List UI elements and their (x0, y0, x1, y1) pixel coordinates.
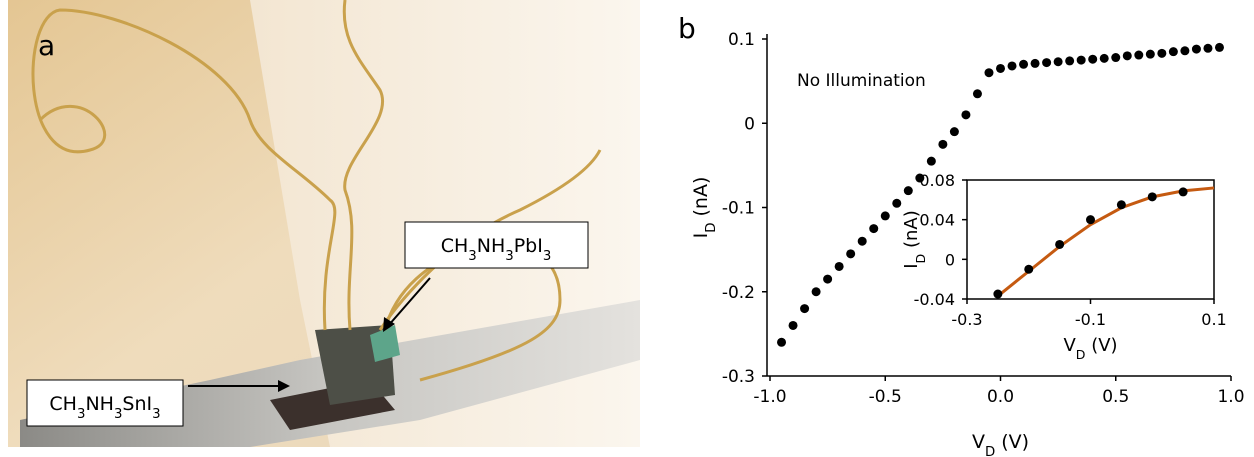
y-axis-label: ID (nA) (901, 210, 928, 269)
data-point (1007, 61, 1017, 71)
y-tick-label: 0 (744, 114, 755, 134)
x-tick-label: -1.0 (753, 387, 786, 407)
y-tick-label: -0.04 (914, 290, 955, 309)
data-point (1203, 43, 1213, 53)
panel-label: b (678, 12, 696, 45)
data-point (1030, 58, 1040, 68)
x-tick-label: 1.0 (1217, 387, 1244, 407)
y-axis-label: ID (nA) (690, 177, 719, 239)
data-point (972, 89, 982, 99)
y-tick-label: 0.1 (728, 30, 755, 50)
data-point (1214, 42, 1224, 52)
data-point (961, 110, 971, 120)
inset-frame (966, 179, 1215, 300)
x-tick-label: 0.1 (1201, 310, 1226, 329)
y-tick-label: 0 (945, 250, 955, 269)
x-tick-label: -0.1 (1075, 310, 1106, 329)
y-tick-label: 0.08 (919, 171, 955, 190)
data-point (1157, 48, 1167, 58)
annotation: No Illumination (797, 71, 926, 91)
data-point (1019, 59, 1029, 69)
data-point (996, 63, 1005, 73)
data-point (1024, 264, 1034, 274)
y-tick-label: 0.04 (919, 211, 955, 230)
data-point (1145, 49, 1155, 59)
photo: a CH3NH3PbI3 CH3NH3SnI3 (8, 0, 640, 447)
data-point (1086, 215, 1095, 225)
callout: CH3NH3PbI3 (441, 235, 552, 264)
data-point (869, 224, 879, 234)
data-point (984, 68, 994, 78)
data-point (880, 211, 890, 221)
data-point (1053, 57, 1063, 67)
x-axis-label: VD (V) (1063, 335, 1117, 362)
data-point (903, 186, 913, 196)
x-tick-label: -0.3 (951, 310, 982, 329)
x-tick-label: -0.5 (869, 387, 902, 407)
data-point (1076, 55, 1086, 65)
panel-label: a (38, 29, 55, 62)
y-tick-label: -0.2 (722, 283, 755, 303)
data-point (1116, 200, 1126, 210)
data-point (811, 287, 821, 297)
data-point (1134, 50, 1144, 60)
data-point (1099, 53, 1109, 63)
data-point (834, 261, 844, 271)
data-point (1042, 58, 1052, 68)
callout: CH3NH3SnI3 (49, 393, 160, 422)
data-point (857, 236, 867, 246)
fit-line (996, 186, 1215, 298)
data-point (938, 139, 948, 149)
data-point (846, 249, 856, 259)
data-point (1122, 51, 1132, 61)
x-tick-label: 0.0 (987, 387, 1014, 407)
y-tick-label: -0.3 (722, 367, 755, 387)
data-point (1055, 239, 1065, 249)
data-point (1168, 47, 1178, 57)
data-point (1180, 46, 1190, 56)
x-tick-label: 0.5 (1102, 387, 1129, 407)
data-point (892, 198, 902, 208)
x-axis-label: VD (V) (972, 431, 1029, 457)
y-tick-label: -0.1 (722, 199, 755, 219)
data-point (1147, 192, 1157, 202)
data-point (949, 127, 959, 137)
data-point (1191, 44, 1201, 54)
data-point (823, 274, 833, 284)
data-point (1088, 54, 1098, 64)
data-point (1178, 187, 1188, 197)
data-point (926, 156, 936, 166)
data-point (915, 173, 925, 183)
data-point (777, 337, 787, 347)
data-point (1111, 53, 1121, 63)
data-point (1065, 56, 1075, 66)
data-point (800, 304, 810, 314)
data-point (993, 289, 1003, 299)
data-point (788, 320, 798, 330)
